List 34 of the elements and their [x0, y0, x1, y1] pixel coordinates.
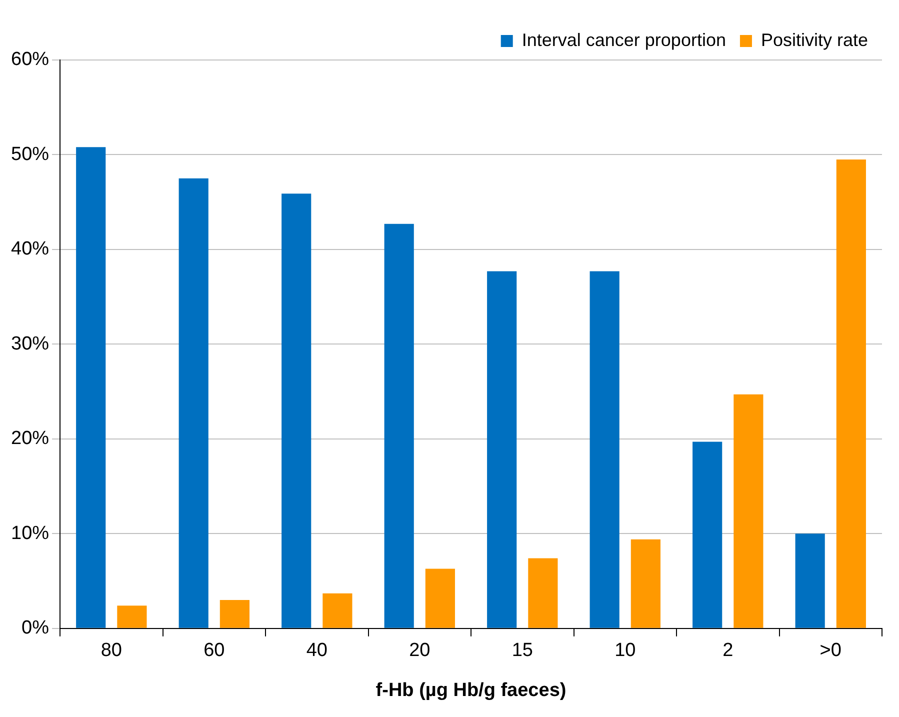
x-tick-label: >0: [820, 640, 842, 662]
bar: [322, 593, 352, 628]
x-tick-label: 10: [614, 640, 636, 662]
bar: [836, 159, 866, 628]
bar: [282, 194, 312, 628]
y-tick-label: 20%: [10, 428, 50, 450]
bar: [487, 271, 517, 628]
y-tick-label: 0%: [22, 618, 50, 639]
bar: [630, 539, 660, 628]
x-tick-label: 2: [722, 640, 734, 662]
x-tick-label: 20: [409, 640, 430, 662]
bar: [692, 442, 722, 628]
legend-label: Positivity rate: [760, 30, 868, 50]
y-tick-label: 10%: [10, 522, 50, 544]
bar: [795, 534, 825, 628]
bar: [590, 271, 620, 628]
bar: [178, 178, 208, 628]
bar: [384, 224, 414, 628]
bar: [117, 606, 147, 628]
bar: [734, 394, 764, 628]
bar: [220, 600, 250, 628]
y-tick-label: 30%: [10, 333, 50, 354]
y-tick-label: 50%: [10, 144, 50, 165]
bar: [425, 568, 455, 628]
x-axis-title: f-Hb (µg Hb/g faeces): [376, 680, 566, 701]
x-tick-label: 40: [306, 640, 328, 662]
x-tick-label: 60: [204, 640, 225, 662]
y-tick-label: 60%: [10, 49, 50, 70]
bar: [528, 558, 558, 628]
legend-label: Interval cancer proportion: [522, 30, 726, 50]
bar: [76, 147, 106, 628]
x-tick-label: 15: [512, 640, 533, 662]
x-tick-label: 80: [100, 640, 122, 662]
y-tick-label: 40%: [10, 238, 50, 260]
